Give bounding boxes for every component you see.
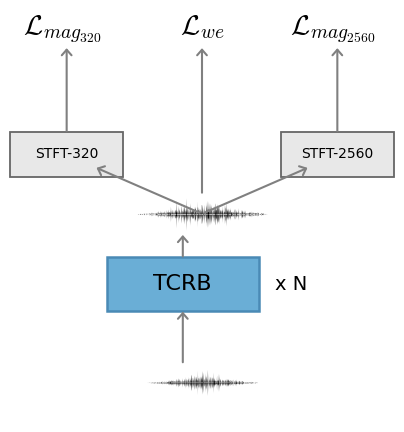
FancyBboxPatch shape [10,132,123,177]
FancyBboxPatch shape [281,132,394,177]
Text: $\mathcal{L}_{mag_{2560}}$: $\mathcal{L}_{mag_{2560}}$ [290,13,376,45]
Text: STFT-320: STFT-320 [35,147,98,162]
Text: TCRB: TCRB [154,274,212,294]
Text: STFT-2560: STFT-2560 [301,147,373,162]
FancyBboxPatch shape [107,257,259,311]
Text: $\mathcal{L}_{mag_{320}}$: $\mathcal{L}_{mag_{320}}$ [23,13,102,45]
Text: x N: x N [275,275,307,293]
Text: $\mathcal{L}_{we}$: $\mathcal{L}_{we}$ [180,13,224,41]
